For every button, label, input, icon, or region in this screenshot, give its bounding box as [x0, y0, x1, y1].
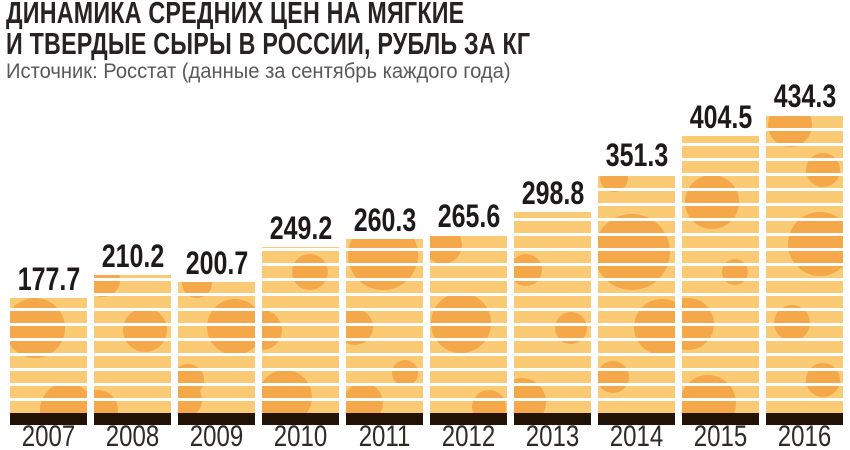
bar-base-strip — [682, 413, 759, 425]
chart-title: ДИНАМИКА СРЕДНИХ ЦЕН НА МЯГКИЕ И ТВЕРДЫЕ… — [6, 0, 530, 59]
bar-base-strip — [262, 413, 339, 425]
bar-value-label: 351.3 — [605, 137, 668, 173]
bar-2015 — [682, 136, 759, 425]
cheese-body — [94, 275, 171, 413]
bar-2014 — [598, 174, 675, 425]
x-axis-label: 2015 — [693, 420, 748, 450]
cheese-stripes — [346, 239, 423, 413]
bar-2008 — [94, 275, 171, 425]
bar-value-label: 249.2 — [269, 210, 332, 246]
cheese-body — [430, 235, 507, 413]
cheese-stripes — [766, 115, 843, 413]
x-axis-label: 2011 — [358, 420, 411, 450]
bar-base-strip — [514, 413, 591, 425]
bar-value-label: 434.3 — [773, 78, 836, 114]
x-axis-label: 2016 — [777, 420, 832, 450]
cheese-body — [262, 247, 339, 413]
bar-value-label: 210.2 — [101, 238, 164, 274]
cheese-body — [766, 115, 843, 413]
cheese-stripes — [514, 212, 591, 413]
cheese-body — [514, 212, 591, 413]
bar-2007 — [10, 298, 87, 425]
cheese-body — [178, 282, 255, 413]
cheese-stripes — [598, 174, 675, 413]
bar-value-label: 200.7 — [185, 245, 248, 281]
bar-base-strip — [766, 413, 843, 425]
cheese-body — [10, 298, 87, 413]
bar-value-label: 260.3 — [353, 202, 416, 238]
bar-base-strip — [346, 413, 423, 425]
bar-2016 — [766, 115, 843, 425]
x-axis-label: 2014 — [609, 420, 664, 450]
x-axis-label: 2009 — [189, 420, 244, 450]
cheese-stripes — [94, 275, 171, 413]
bar-base-strip — [598, 413, 675, 425]
cheese-body — [346, 239, 423, 413]
bar-2013 — [514, 212, 591, 425]
bar-value-label: 265.6 — [437, 198, 500, 234]
bar-2009 — [178, 282, 255, 425]
bar-2011 — [346, 239, 423, 425]
bar-base-strip — [94, 413, 171, 425]
bar-base-strip — [10, 413, 87, 425]
bar-value-label: 404.5 — [689, 99, 752, 135]
bar-base-strip — [430, 413, 507, 425]
x-axis-label: 2008 — [105, 420, 160, 450]
bar-2012 — [430, 235, 507, 425]
x-axis-label: 2007 — [21, 420, 76, 450]
x-axis-label: 2013 — [525, 420, 580, 450]
cheese-stripes — [10, 298, 87, 413]
x-axis-label: 2010 — [273, 420, 328, 450]
cheese-body — [598, 174, 675, 413]
bar-value-label: 298.8 — [521, 175, 584, 211]
bar-value-label: 177.7 — [17, 261, 80, 297]
cheese-stripes — [262, 247, 339, 413]
cheese-body — [682, 136, 759, 413]
bar-base-strip — [178, 413, 255, 425]
bar-2010 — [262, 247, 339, 425]
chart-title-line1: ДИНАМИКА СРЕДНИХ ЦЕН НА МЯГКИЕ — [6, 0, 465, 30]
cheese-stripes — [682, 136, 759, 413]
cheese-stripes — [430, 235, 507, 413]
cheese-stripes — [178, 282, 255, 413]
chart-title-line2: И ТВЕРДЫЕ СЫРЫ В РОССИИ, РУБЛЬ ЗА КГ — [6, 26, 531, 61]
source-note: Источник: Росстат (данные за сентябрь ка… — [6, 60, 511, 83]
x-axis-label: 2012 — [441, 420, 496, 450]
